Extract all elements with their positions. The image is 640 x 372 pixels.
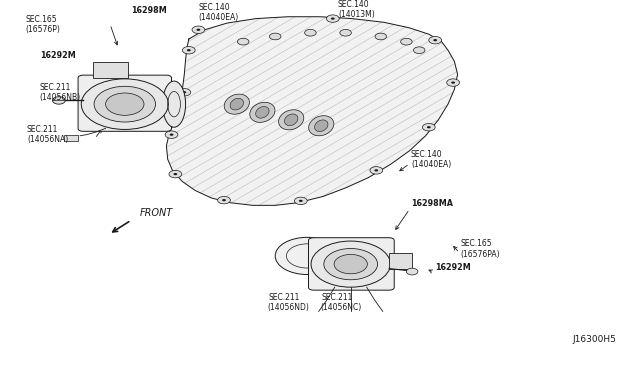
Ellipse shape — [250, 102, 275, 122]
Text: SEC.140: SEC.140 — [411, 150, 442, 159]
Circle shape — [340, 29, 351, 36]
Text: SEC.165: SEC.165 — [26, 15, 57, 24]
Text: J16300H5: J16300H5 — [573, 335, 617, 344]
Circle shape — [182, 91, 186, 93]
Bar — [163, 92, 182, 116]
Circle shape — [422, 124, 435, 131]
Circle shape — [334, 254, 367, 274]
Circle shape — [187, 49, 191, 51]
Text: (14056NA): (14056NA) — [27, 135, 68, 144]
Circle shape — [305, 29, 316, 36]
Circle shape — [165, 131, 178, 138]
Text: SEC.211: SEC.211 — [27, 125, 58, 134]
Circle shape — [326, 15, 339, 22]
Bar — [93, 62, 128, 78]
Bar — [389, 253, 412, 269]
Circle shape — [178, 89, 191, 96]
FancyBboxPatch shape — [308, 238, 394, 290]
Circle shape — [237, 38, 249, 45]
Circle shape — [182, 46, 195, 54]
Text: SEC.165: SEC.165 — [461, 240, 492, 248]
Circle shape — [173, 173, 177, 175]
Text: (14013M): (14013M) — [338, 10, 374, 19]
Circle shape — [311, 241, 390, 287]
Circle shape — [218, 196, 230, 204]
Ellipse shape — [284, 114, 298, 126]
Circle shape — [374, 169, 378, 171]
Ellipse shape — [308, 116, 334, 136]
Circle shape — [52, 97, 65, 104]
Text: FRONT: FRONT — [140, 208, 173, 218]
Circle shape — [406, 268, 418, 275]
Ellipse shape — [230, 98, 244, 110]
Circle shape — [81, 79, 168, 129]
Text: (14056NB): (14056NB) — [40, 93, 81, 102]
Circle shape — [447, 79, 460, 86]
Circle shape — [433, 39, 437, 41]
Circle shape — [169, 170, 182, 178]
Circle shape — [427, 126, 431, 128]
Circle shape — [375, 33, 387, 40]
Text: (14040EA): (14040EA) — [198, 13, 239, 22]
Text: (16576P): (16576P) — [26, 25, 60, 34]
Text: 16292M: 16292M — [40, 51, 76, 60]
Text: 16292M: 16292M — [435, 263, 471, 272]
Ellipse shape — [224, 94, 250, 114]
Ellipse shape — [278, 110, 304, 130]
Text: SEC.211: SEC.211 — [40, 83, 71, 92]
Text: 16298M: 16298M — [131, 6, 167, 15]
Circle shape — [324, 248, 378, 280]
Circle shape — [331, 17, 335, 20]
Ellipse shape — [314, 120, 328, 132]
FancyBboxPatch shape — [78, 75, 172, 131]
Text: (14056NC): (14056NC) — [320, 303, 361, 312]
Circle shape — [413, 47, 425, 54]
Ellipse shape — [275, 237, 339, 275]
Circle shape — [401, 38, 412, 45]
Text: SEC.140: SEC.140 — [338, 0, 369, 9]
Circle shape — [299, 200, 303, 202]
Circle shape — [370, 167, 383, 174]
Circle shape — [269, 33, 281, 40]
Circle shape — [170, 134, 173, 136]
Text: (14040EA): (14040EA) — [411, 160, 451, 169]
Polygon shape — [166, 17, 458, 205]
Circle shape — [196, 29, 200, 31]
Ellipse shape — [163, 81, 186, 127]
Text: 16298MA: 16298MA — [411, 199, 453, 208]
Ellipse shape — [255, 106, 269, 118]
Bar — [64, 135, 78, 141]
Circle shape — [222, 199, 226, 201]
Circle shape — [106, 93, 144, 115]
Text: SEC.211: SEC.211 — [321, 293, 353, 302]
Circle shape — [192, 26, 205, 33]
Circle shape — [451, 81, 455, 84]
Circle shape — [294, 197, 307, 205]
Text: SEC.140: SEC.140 — [198, 3, 230, 12]
Text: (16576PA): (16576PA) — [461, 250, 500, 259]
Circle shape — [94, 86, 156, 122]
Text: SEC.211: SEC.211 — [269, 293, 300, 302]
Text: (14056ND): (14056ND) — [268, 303, 309, 312]
Circle shape — [429, 36, 442, 44]
